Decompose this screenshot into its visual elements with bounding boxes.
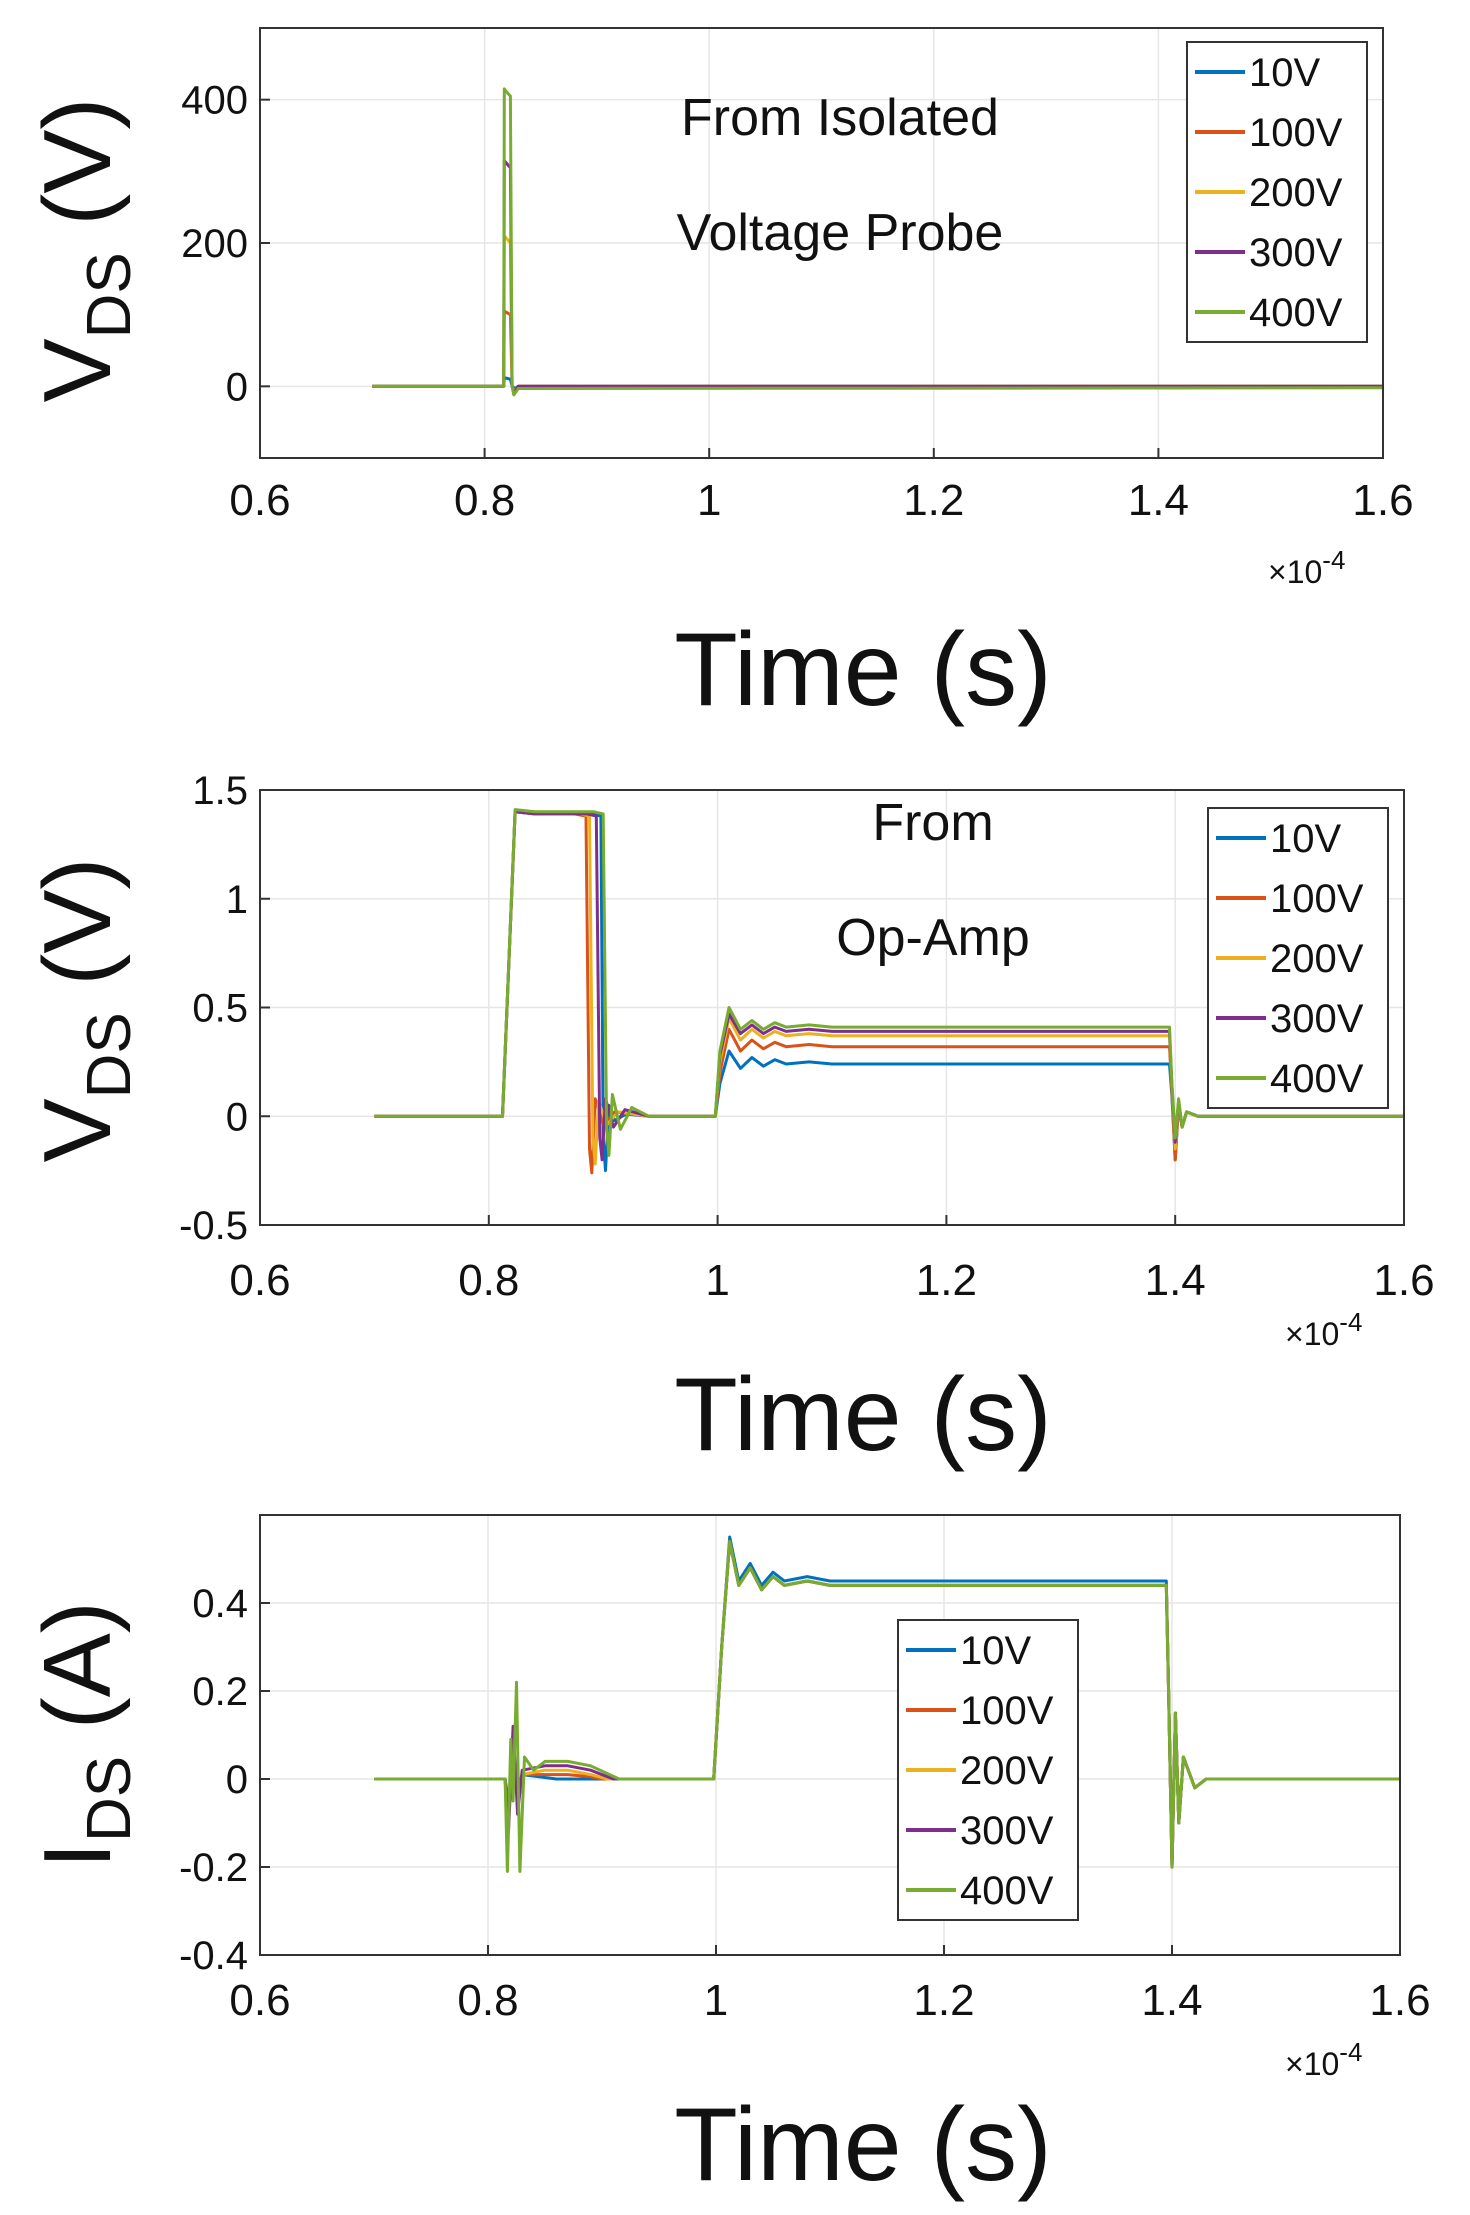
x-tick-label: 0.8 [457,1976,518,2025]
y-tick-label: -0.5 [179,1204,248,1248]
y-tick-label: -0.4 [179,1934,248,1978]
legend-label-400V: 400V [960,1869,1054,1913]
x-axis-label: Time (s) [674,1357,1051,1473]
x-multiplier: ×10-4 [1285,1307,1362,1352]
legend-label-200V: 200V [960,1749,1054,1793]
y-axis-label: IDS (A) [24,1601,144,1868]
x-tick-label: 1.2 [913,1976,974,2025]
legend-label-100V: 100V [1249,111,1343,155]
x-tick-label: 1.6 [1369,1976,1430,2025]
annotation-text: From [872,794,993,852]
series-line-400V [372,87,1383,397]
x-tick-label: 1.4 [1145,1256,1206,1305]
axes-box [259,1514,1401,1956]
chart-panel-3: 0.6 0.8 1 1.2 1.4 1.6 -0.4 -0.2 0 0.2 0.4 ×10-4 Time… [24,1514,1431,2203]
x-tick-label: 1 [697,476,721,525]
x-tick-label: 1.4 [1128,476,1189,525]
legend: 10V 100V 200V 300V 400V [1186,41,1368,343]
y-tick-label: 0 [226,1758,248,1802]
x-axis-label: Time (s) [674,612,1051,728]
x-multiplier: ×10-4 [1285,2037,1362,2082]
y-axis-label: VDS (V) [24,858,144,1163]
legend-label-100V: 100V [1270,877,1364,921]
x-tick-label: 1.6 [1373,1256,1434,1305]
legend-label-10V: 10V [1270,817,1341,861]
legend-label-300V: 300V [960,1809,1054,1853]
x-tick-label: 1.4 [1141,1976,1202,2025]
series-group [372,87,1383,397]
x-axis-label: Time (s) [674,2087,1051,2203]
legend-box [1186,41,1368,343]
y-tick-label: 0 [226,1095,248,1139]
legend-label-400V: 400V [1270,1057,1364,1101]
plot-area [260,1515,1400,1955]
chart-panel-2: 0.6 0.8 1 1.2 1.4 1.6 -0.5 0 0.5 1 1.5 ×10-4 Time (s… [24,769,1435,1473]
series-line-400V [374,808,1404,1157]
x-tick-label: 1.6 [1352,476,1413,525]
x-tick-label: 0.6 [229,476,290,525]
x-tick-label: 1 [705,1256,729,1305]
legend-label-10V: 10V [1249,51,1320,95]
y-tick-label: -0.2 [179,1846,248,1890]
y-tick-label: 0.5 [192,987,248,1031]
x-tick-label: 0.8 [458,1256,519,1305]
legend-label-200V: 200V [1249,171,1343,215]
series-group [374,1535,1400,1873]
x-tick-label: 0.6 [229,1976,290,2025]
y-axis-label: VDS (V) [24,98,144,403]
x-tick-label: 1.2 [903,476,964,525]
legend: 10V 100V 200V 300V 400V [897,1619,1079,1921]
legend-label-200V: 200V [1270,937,1364,981]
annotation-text: Voltage Probe [677,204,1004,262]
legend-label-100V: 100V [960,1689,1054,1733]
y-tick-label: 0 [226,365,248,409]
y-tick-label: 1.5 [192,769,248,813]
x-multiplier: ×10-4 [1268,545,1345,590]
legend-label-300V: 300V [1249,231,1343,275]
legend: 10V 100V 200V 300V 400V [1207,807,1389,1109]
y-tick-label: 0.2 [192,1670,248,1714]
annotation-text: Op-Amp [836,909,1030,967]
legend-label-10V: 10V [960,1629,1031,1673]
chart-panel-1: 0.6 0.8 1 1.2 1.4 1.6 0 200 400 ×10-4 Time (s) VDS … [24,27,1414,728]
x-tick-label: 0.8 [454,476,515,525]
y-tick-label: 200 [181,222,248,266]
y-tick-label: 1 [226,878,248,922]
x-tick-label: 1.2 [916,1256,977,1305]
series-line-400V [374,1539,1400,1873]
x-tick-label: 1 [704,1976,728,2025]
y-tick-label: 0.4 [192,1582,248,1626]
y-tick-label: 400 [181,79,248,123]
legend-label-300V: 300V [1270,997,1364,1041]
legend-label-400V: 400V [1249,291,1343,335]
annotation-text: From Isolated [681,89,999,147]
x-tick-label: 0.6 [229,1256,290,1305]
series-group [374,808,1404,1175]
